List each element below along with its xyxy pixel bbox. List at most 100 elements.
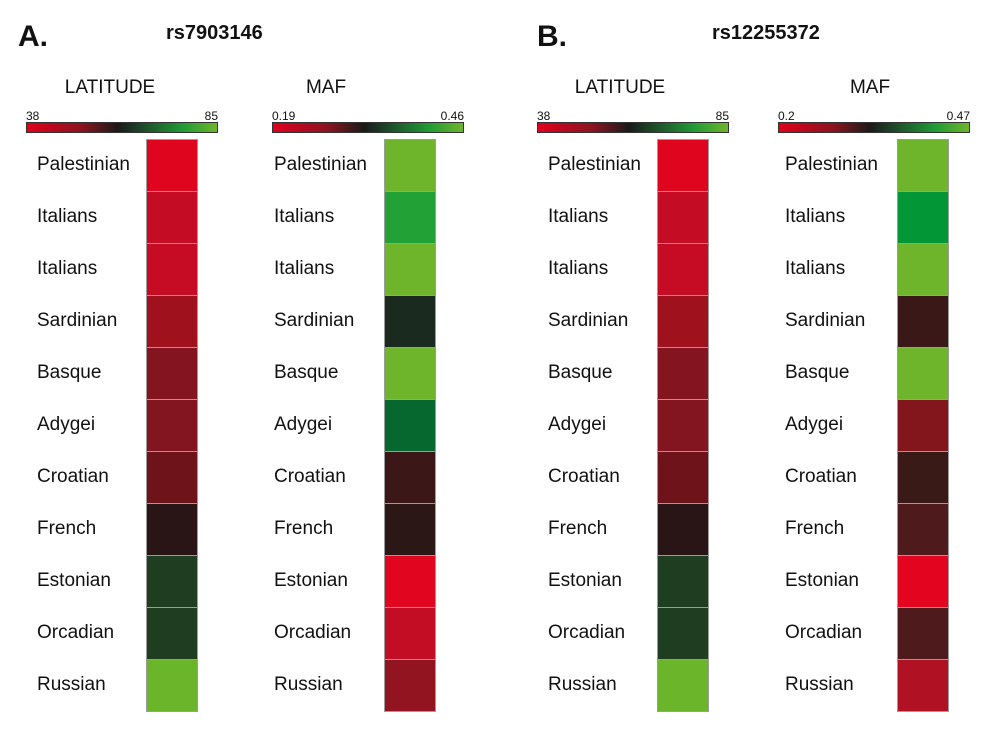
scale-max-label: 85 — [204, 109, 218, 123]
heatmap-cell — [897, 607, 949, 660]
heatmap-cell — [384, 659, 436, 712]
heatmap-cell — [897, 555, 949, 608]
heatmap-cell — [384, 503, 436, 556]
heatmap-cell — [657, 607, 709, 660]
heatmap-cell — [146, 503, 198, 556]
heatmap-cell — [384, 295, 436, 348]
population-label: Estonian — [274, 570, 348, 591]
panel-a-latitude-header: LATITUDE — [64, 77, 156, 98]
heatmap-cell — [657, 243, 709, 296]
population-label: Estonian — [548, 570, 622, 591]
heatmap-cell — [384, 347, 436, 400]
heatmap-cell — [146, 295, 198, 348]
population-label: Adygei — [785, 414, 844, 435]
panel-b-title: rs12255372 — [712, 22, 820, 44]
heatmap-cell — [146, 347, 198, 400]
population-label: Italians — [548, 206, 609, 227]
panel-a-latitude-strip — [146, 139, 198, 712]
population-label: Sardinian — [548, 310, 629, 331]
population-label: Palestinian — [548, 154, 641, 175]
population-label: Basque — [785, 362, 850, 383]
panel-b-maf-strip — [897, 139, 949, 712]
population-label: Italians — [274, 258, 335, 279]
population-label: Croatian — [548, 466, 620, 487]
population-label: Orcadian — [548, 622, 626, 643]
population-label: Basque — [37, 362, 102, 383]
panel-a-latitude-scale: 38 85 — [26, 109, 218, 135]
population-label: Italians — [785, 206, 846, 227]
heatmap-cell — [384, 243, 436, 296]
heatmap-cell — [657, 191, 709, 244]
panel-b-maf-scale: 0.2 0.47 — [778, 109, 970, 135]
population-label: Italians — [274, 206, 335, 227]
scale-min-label: 38 — [26, 109, 40, 123]
panel-b-latitude-scale: 38 85 — [537, 109, 729, 135]
panel-b-letter: B. — [537, 20, 567, 53]
heatmap-cell — [897, 659, 949, 712]
population-label: Italians — [785, 258, 846, 279]
heatmap-cell — [897, 295, 949, 348]
heatmap-cell — [384, 451, 436, 504]
panel-b-maf-labels: Palestinian Italians Italians Sardinian Basq… — [785, 139, 878, 711]
population-label: Estonian — [37, 570, 111, 591]
population-label: Basque — [274, 362, 339, 383]
population-label: Italians — [548, 258, 609, 279]
population-label: French — [785, 518, 845, 539]
population-label: Palestinian — [274, 154, 367, 175]
color-scale-bar — [537, 122, 729, 133]
heatmap-cell — [657, 139, 709, 192]
panel-b-latitude-labels: Palestinian Italians Italians Sardinian Basq… — [548, 139, 641, 711]
panel-a-maf-labels: Palestinian Italians Italians Sardinian Basq… — [274, 139, 367, 711]
color-scale-bar — [272, 122, 464, 133]
heatmap-cell — [146, 243, 198, 296]
population-label: Palestinian — [785, 154, 878, 175]
population-label: Orcadian — [274, 622, 352, 643]
heatmap-cell — [146, 659, 198, 712]
population-label: Basque — [548, 362, 613, 383]
population-label: Croatian — [37, 466, 109, 487]
population-label: Sardinian — [274, 310, 355, 331]
scale-min-label: 38 — [537, 109, 551, 123]
heatmap-cell — [657, 347, 709, 400]
heatmap-cell — [384, 399, 436, 452]
heatmap-cell — [146, 139, 198, 192]
heatmap-cell — [657, 451, 709, 504]
panel-a-maf-strip — [384, 139, 436, 712]
population-label: Sardinian — [785, 310, 866, 331]
heatmap-cell — [657, 399, 709, 452]
panel-a-latitude-labels: Palestinian Italians Italians Sardinian Basq… — [37, 139, 130, 711]
population-label: Italians — [37, 206, 98, 227]
heatmap-cell — [657, 295, 709, 348]
scale-min-label: 0.19 — [272, 109, 296, 123]
heatmap-cell — [146, 191, 198, 244]
heatmap-cell — [146, 555, 198, 608]
population-label: Italians — [37, 258, 98, 279]
population-label: Sardinian — [37, 310, 118, 331]
scale-max-label: 0.47 — [946, 109, 970, 123]
population-label: Adygei — [274, 414, 333, 435]
heatmap-cell — [384, 191, 436, 244]
heatmap-cell — [657, 555, 709, 608]
heatmap-cell — [897, 243, 949, 296]
population-label: Russian — [37, 674, 106, 695]
population-label: Russian — [274, 674, 343, 695]
population-label: Russian — [785, 674, 854, 695]
population-label: Estonian — [785, 570, 859, 591]
color-scale-bar — [778, 122, 970, 133]
population-label: Croatian — [274, 466, 346, 487]
population-label: Russian — [548, 674, 617, 695]
scale-max-label: 85 — [715, 109, 729, 123]
heatmap-cell — [657, 503, 709, 556]
heatmap-cell — [384, 139, 436, 192]
heatmap-cell — [897, 399, 949, 452]
population-label: Orcadian — [37, 622, 115, 643]
population-label: Adygei — [548, 414, 607, 435]
heatmap-cell — [897, 191, 949, 244]
heatmap-cell — [897, 503, 949, 556]
heatmap-cell — [657, 659, 709, 712]
panel-a-maf-header: MAF — [305, 77, 347, 98]
heatmap-cell — [146, 607, 198, 660]
scale-max-label: 0.46 — [440, 109, 464, 123]
population-label: Palestinian — [37, 154, 130, 175]
heatmap-cell — [897, 347, 949, 400]
